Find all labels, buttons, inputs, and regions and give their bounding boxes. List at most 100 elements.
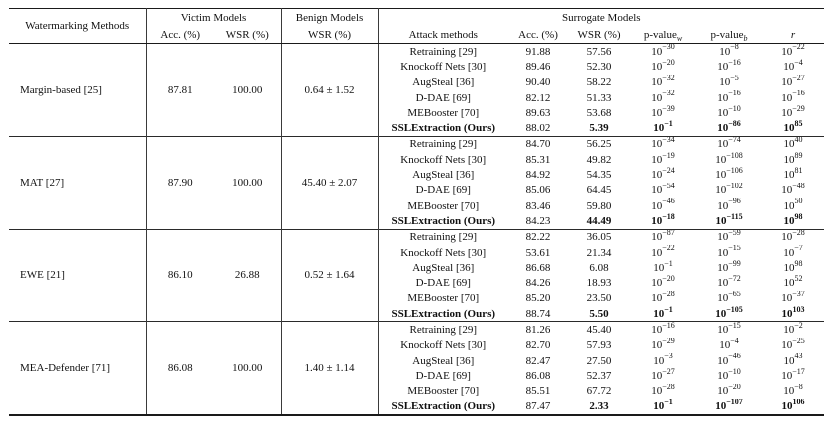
attack-method-cell: MEBooster [70] xyxy=(407,385,480,398)
exponent-base: 10 xyxy=(783,385,795,398)
exponent-value: −5 xyxy=(730,74,739,83)
surrogate-wsr-cell: 36.05 xyxy=(568,228,631,245)
exponent-base: 10 xyxy=(717,122,729,135)
surrogate-acc-cell: 86.68 xyxy=(525,261,551,274)
exponent-base: 10 xyxy=(781,292,793,305)
table-row: D-DAE [69] 86.08 52.37 10−27 10−10 10−17 xyxy=(9,368,824,383)
exponent-value: −16 xyxy=(728,59,741,67)
table-row: Knockoff Nets [30] 85.31 49.82 10−19 10−108 1… xyxy=(9,152,824,167)
exponent-value: −106 xyxy=(726,167,743,175)
pvalue-w-cell: 10−87 xyxy=(630,228,697,245)
exponent-value: −28 xyxy=(662,383,675,392)
method-block: EWE [21] 86.10 26.88 0.52 ± 1.64 Retraining … xyxy=(9,228,825,322)
exponent-base: 10 xyxy=(717,292,729,305)
exponent-value: 40 xyxy=(794,136,803,145)
exponent-value: −18 xyxy=(662,213,675,221)
attack-method-cell: MEBooster [70] xyxy=(407,106,480,119)
surrogate-wsr-cell: 49.82 xyxy=(586,153,612,166)
pvalue-w-cell: 10−18 xyxy=(630,213,696,229)
pvalue-b-cell: 10−4 xyxy=(696,338,762,353)
r-cell: 10−27 xyxy=(762,75,824,90)
col-header-victim-acc: Acc. (%) xyxy=(146,26,214,44)
surrogate-wsr-cell: 27.50 xyxy=(586,354,612,367)
attack-method-cell: D-DAE [69] xyxy=(415,277,471,290)
pvalue-w-cell: 10−19 xyxy=(630,152,696,167)
exponent-value: −24 xyxy=(662,167,675,175)
exponent-base: 10 xyxy=(783,153,795,166)
r-cell: 10−7 xyxy=(762,245,824,260)
col-header-pvalue-b: p-valueb xyxy=(696,26,763,44)
pvalue-w-cell: 10−3 xyxy=(630,353,696,368)
pvalue-w-cell: 10−22 xyxy=(630,245,696,260)
r-cell: 1089 xyxy=(762,152,824,167)
benign-wsr-cell: 1.40 ± 1.14 xyxy=(281,321,379,416)
table-row: D-DAE [69] 82.12 51.33 10−32 10−16 10−16 xyxy=(9,90,824,105)
col-group-benign-models: Benign Models xyxy=(281,8,379,26)
pvalue-b-cell: 10−16 xyxy=(696,90,762,105)
exponent-value: −59 xyxy=(728,229,741,238)
exponent-value: −34 xyxy=(662,136,675,145)
table-row: MEBooster [70] 83.46 59.80 10−46 10−96 1050 xyxy=(9,198,824,213)
pvalue-w-subscript: w xyxy=(676,33,683,43)
exponent-base: 10 xyxy=(651,76,663,89)
table-row: D-DAE [69] 85.06 64.45 10−54 10−102 10−48 xyxy=(9,183,824,198)
attack-method-cell: SSLExtraction (Ours) xyxy=(391,214,496,227)
exponent-base: 10 xyxy=(715,169,727,182)
pvalue-b-cell: 10−20 xyxy=(696,384,762,399)
exponent-value: −86 xyxy=(728,120,741,128)
attack-method-cell: SSLExtraction (Ours) xyxy=(391,122,496,135)
exponent-value: −16 xyxy=(728,89,741,98)
header-row-groups: Watermarking Methods Victim Models Benig… xyxy=(9,8,824,44)
exponent-base: 10 xyxy=(651,231,663,244)
surrogate-acc-cell: 86.08 xyxy=(525,369,551,382)
table-row: Knockoff Nets [30] 53.61 21.34 10−22 10−15 10… xyxy=(9,245,824,260)
exponent-value: −8 xyxy=(794,383,803,392)
pvalue-w-cell: 10−1 xyxy=(630,120,696,136)
surrogate-wsr-cell: 54.35 xyxy=(586,169,612,182)
exponent-base: 10 xyxy=(651,199,663,212)
watermarking-method-cell: Margin-based [25] xyxy=(9,43,147,137)
exponent-value: −22 xyxy=(662,244,675,253)
pvalue-b-cell: 10−65 xyxy=(696,291,762,306)
r-cell: 1081 xyxy=(762,167,824,182)
surrogate-wsr-cell: 45.40 xyxy=(568,321,631,338)
exponent-base: 10 xyxy=(651,214,663,227)
r-cell: 10−48 xyxy=(762,183,824,198)
pvalue-w-cell: 10−32 xyxy=(630,75,696,90)
exponent-value: 98 xyxy=(794,213,803,221)
exponent-base: 10 xyxy=(783,169,795,182)
exponent-base: 10 xyxy=(715,153,727,166)
pvalue-b-label: p-value xyxy=(710,28,744,41)
surrogate-acc-cell: 82.12 xyxy=(525,91,551,104)
surrogate-acc-cell: 82.47 xyxy=(525,354,551,367)
exponent-base: 10 xyxy=(783,60,795,73)
pvalue-b-cell: 10−72 xyxy=(696,275,762,290)
exponent-value: −4 xyxy=(794,59,803,67)
surrogate-wsr-cell: 57.56 xyxy=(586,45,612,58)
exponent-value: 106 xyxy=(792,398,805,407)
surrogate-acc-cell: 89.63 xyxy=(525,106,551,119)
table-row: MAT [27] 87.90 100.00 45.40 ± 2.07 Retrainin… xyxy=(9,135,825,230)
attack-method-cell: AugSteal [36] xyxy=(412,354,475,367)
exponent-value: −87 xyxy=(662,229,675,238)
exponent-value: −29 xyxy=(662,337,675,346)
surrogate-wsr-cell: 53.68 xyxy=(586,106,612,119)
exponent-base: 10 xyxy=(651,91,663,104)
r-cell: 1085 xyxy=(762,120,824,136)
table-row: D-DAE [69] 84.26 18.93 10−20 10−72 1052 xyxy=(9,275,824,290)
exponent-value: −27 xyxy=(662,368,675,376)
victim-wsr-cell: 26.88 xyxy=(214,228,282,322)
pvalue-b-cell: 10−99 xyxy=(696,260,762,275)
pvalue-b-cell: 10−15 xyxy=(696,321,763,338)
exponent-base: 10 xyxy=(653,307,665,320)
pvalue-b-cell: 10−115 xyxy=(696,213,762,229)
surrogate-acc-cell: 90.40 xyxy=(525,76,551,89)
exponent-value: −1 xyxy=(664,260,673,268)
exponent-value: −15 xyxy=(728,321,741,330)
r-cell: 10−37 xyxy=(762,291,824,306)
exponent-value: −46 xyxy=(662,197,675,206)
exponent-value: −27 xyxy=(792,74,805,83)
exponent-base: 10 xyxy=(651,385,663,398)
exponent-value: −54 xyxy=(662,182,675,191)
r-cell: 10−16 xyxy=(762,90,824,105)
